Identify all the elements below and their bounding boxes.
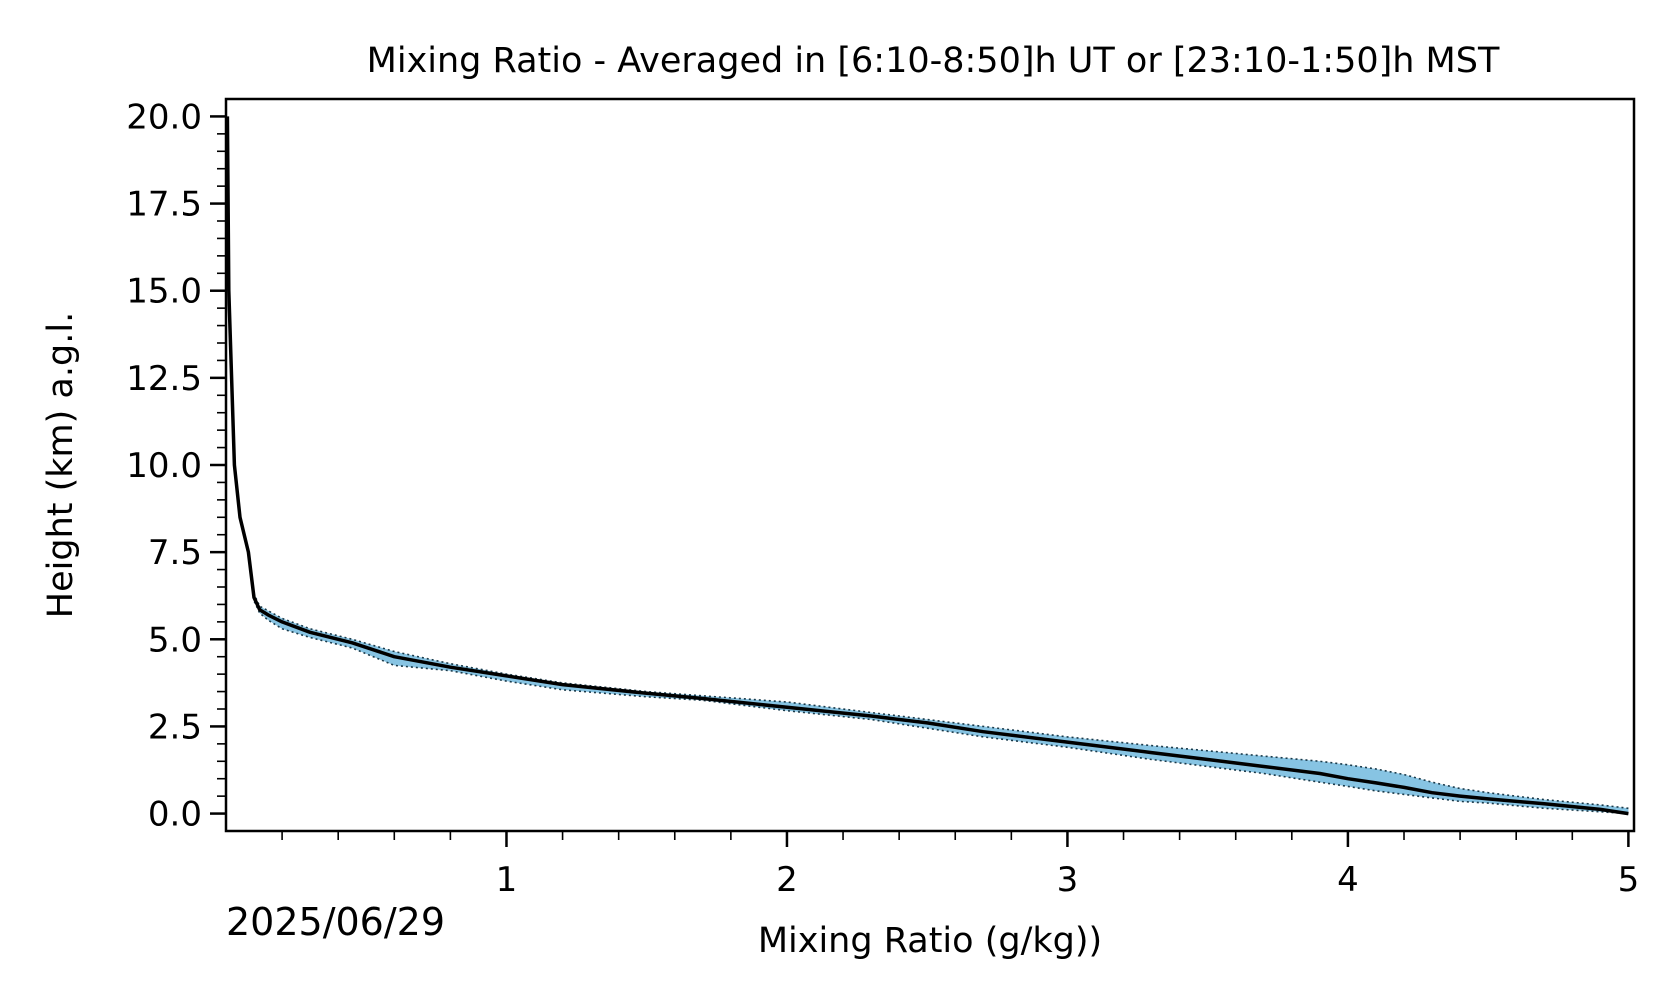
- mean-profile-line: [225, 116, 1629, 816]
- spread-band-lower-edge: [253, 600, 1629, 815]
- plot-area: [225, 116, 1629, 816]
- spread-band-upper-edge: [253, 593, 1629, 810]
- y-axis-label: Height (km) a.g.l.: [41, 312, 81, 618]
- y-tick-label: 15.0: [126, 272, 202, 312]
- y-tick-label: 20.0: [126, 97, 202, 137]
- x-axis-label: Mixing Ratio (g/kg)): [758, 921, 1102, 961]
- spread-band: [254, 594, 1629, 814]
- x-axis: 1 2 3 4 5: [281, 831, 1640, 900]
- date-label: 2025/06/29: [226, 900, 446, 944]
- y-tick-label: 17.5: [126, 185, 202, 225]
- chart-title: Mixing Ratio - Averaged in [6:10-8:50]h …: [367, 41, 1500, 81]
- y-tick-label: 10.0: [126, 446, 202, 486]
- y-tick-label: 7.5: [148, 533, 202, 573]
- x-tick-label: 1: [496, 860, 518, 900]
- x-tick-label: 2: [776, 860, 798, 900]
- y-tick-label: 5.0: [148, 620, 202, 660]
- x-tick-label: 4: [1337, 860, 1359, 900]
- x-tick-label: 3: [1057, 860, 1079, 900]
- y-tick-label: 0.0: [148, 795, 202, 835]
- y-axis: 0.0 2.5 5.0 7.5 10.0 12.5 15.0 17.5 20.0: [126, 97, 226, 835]
- y-tick-label: 12.5: [126, 359, 202, 399]
- y-tick-label: 2.5: [148, 707, 202, 747]
- x-tick-label: 5: [1618, 860, 1640, 900]
